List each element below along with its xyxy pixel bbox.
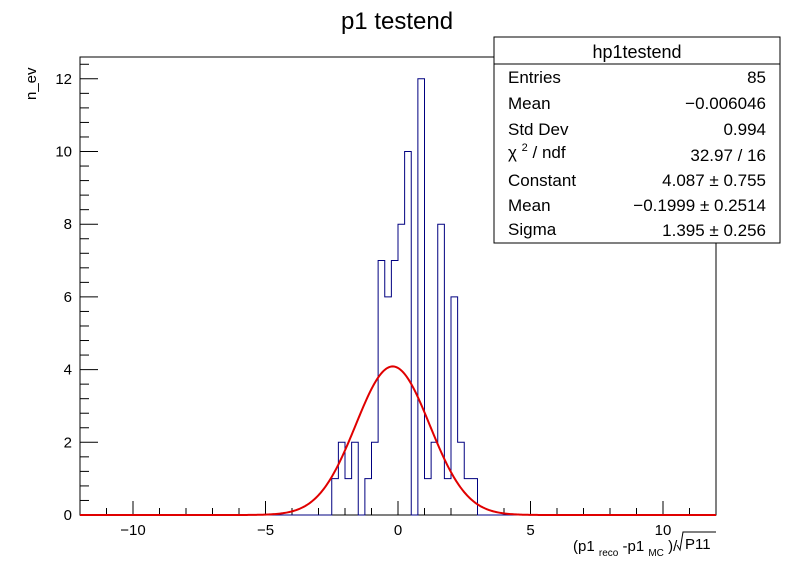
stats-label: Entries [508, 68, 561, 87]
y-tick-label: 8 [64, 216, 72, 233]
chi-symbol: χ [508, 143, 517, 162]
x-label-sqrt-arg: P11 [685, 536, 711, 553]
y-axis-label: n_ev [23, 67, 40, 100]
chi-label-rest: / ndf [533, 143, 566, 162]
svg-text:(p1 reco -p1: (p1 reco -p1 MC )/ [573, 538, 678, 560]
x-tick-label: −10 [120, 522, 145, 539]
y-tick-label: 12 [55, 71, 72, 88]
gaussian-fit-series [80, 365, 716, 516]
stats-label: Sigma [508, 220, 557, 239]
stats-title: hp1testend [592, 42, 681, 62]
gaussian-fit-curve [80, 365, 716, 516]
y-tick-label: 6 [64, 289, 72, 306]
y-tick-label: 4 [64, 362, 72, 379]
sqrt-sign [676, 531, 716, 552]
y-tick-label: 10 [55, 144, 72, 161]
stats-value: 0.994 [723, 120, 766, 139]
chi-superscript: 2 [522, 142, 528, 154]
stats-value: −0.006046 [685, 94, 766, 113]
stats-label: Constant [508, 171, 576, 190]
x-axis-label: (p1 reco -p1 MC )/ P11 [573, 531, 716, 560]
stats-label: Mean [508, 94, 551, 113]
x-label-sub: MC [648, 548, 664, 559]
stats-label: χ 2 / ndf [508, 136, 566, 162]
x-label-part: )/ [668, 538, 678, 555]
x-label-part: (p1 [573, 538, 595, 555]
x-label-sub: reco [599, 548, 619, 559]
stats-value: 1.395 ± 0.256 [662, 221, 766, 240]
stats-value: 32.97 / 16 [690, 146, 766, 165]
x-label-part: -p1 [622, 538, 644, 555]
stats-label: Mean [508, 196, 551, 215]
y-tick-label: 0 [64, 507, 72, 524]
axes: −10 −5 0 5 10 0 2 4 6 8 10 12 [55, 63, 717, 539]
x-tick-label: 0 [394, 522, 402, 539]
histogram-series [80, 78, 716, 516]
x-tick-label: 5 [526, 522, 534, 539]
stats-box: hp1testend Entries 85 Mean −0.006046 Std… [493, 36, 781, 244]
stats-value: 4.087 ± 0.755 [662, 171, 766, 190]
stats-value: −0.1999 ± 0.2514 [633, 196, 766, 215]
x-tick-label: −5 [257, 522, 274, 539]
x-tick-label: 10 [655, 522, 672, 539]
stats-value: 85 [747, 68, 766, 87]
histogram-outline [80, 78, 716, 516]
stats-label: Std Dev [508, 120, 569, 139]
chart-title: p1 testend [341, 8, 453, 35]
y-tick-label: 2 [64, 434, 72, 451]
